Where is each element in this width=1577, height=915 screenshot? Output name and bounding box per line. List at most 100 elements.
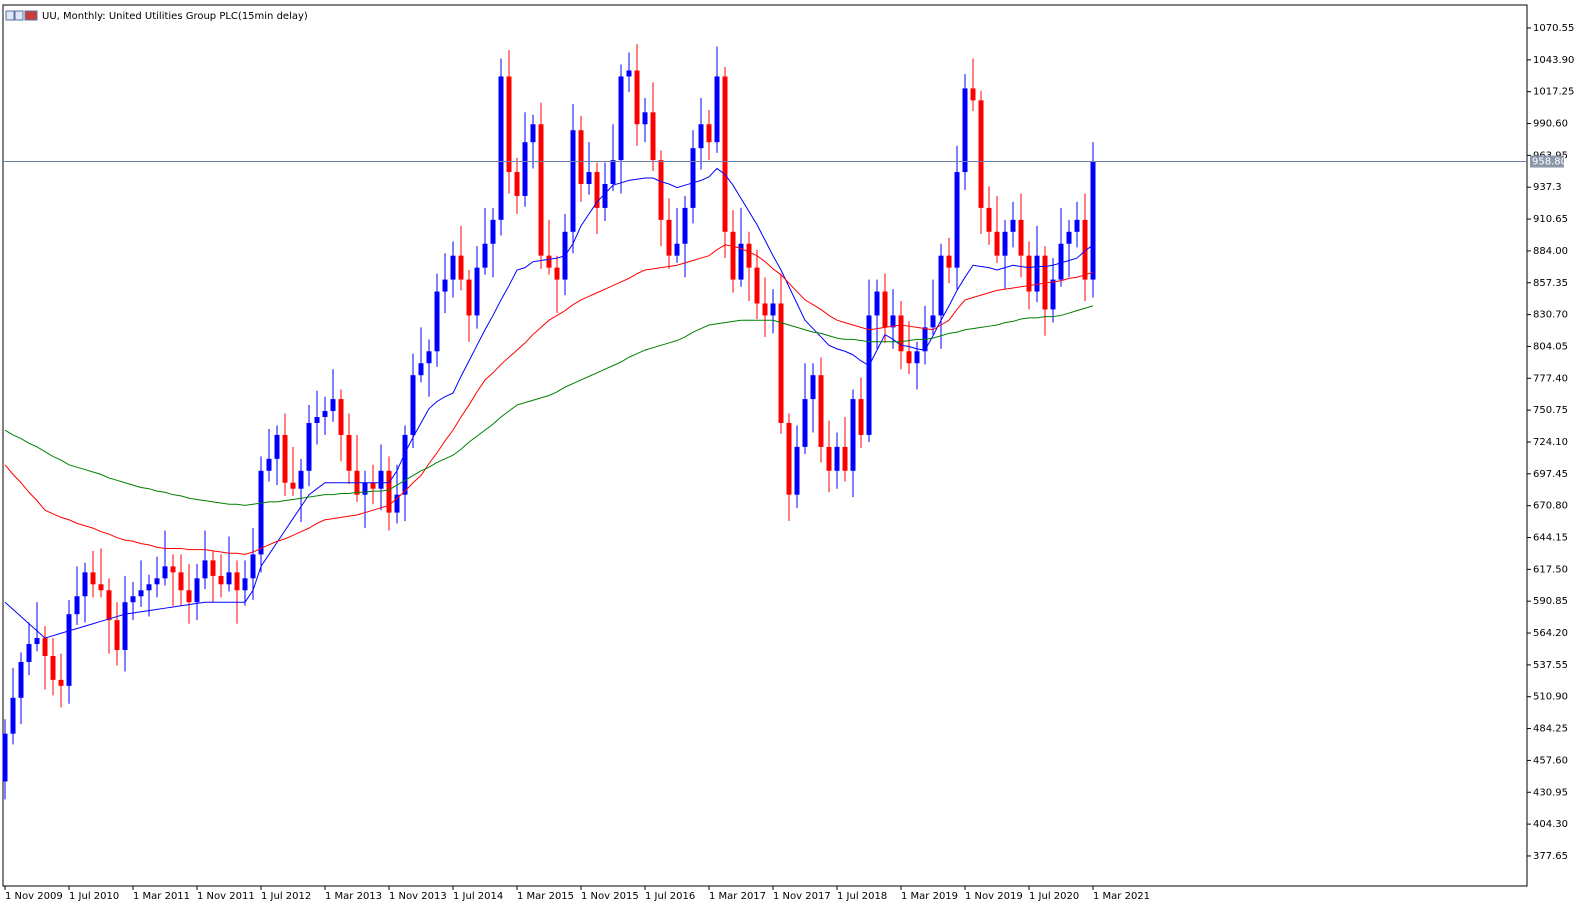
candle-body xyxy=(1034,255,1040,292)
candle-body xyxy=(90,572,96,585)
candle-body xyxy=(162,566,168,579)
candle-body xyxy=(842,446,848,471)
candle-body xyxy=(698,124,704,149)
candle-body xyxy=(626,70,632,77)
candle-body xyxy=(570,130,576,232)
candle-body xyxy=(546,255,552,268)
candle-body xyxy=(882,291,888,328)
y-tick-label: 724.10 xyxy=(1533,437,1568,448)
candle-body xyxy=(274,434,280,459)
candle-body xyxy=(1026,255,1032,292)
candle-body xyxy=(26,644,32,662)
candle-body xyxy=(1010,219,1016,232)
y-tick-label: 644.15 xyxy=(1533,533,1568,544)
candle-body xyxy=(770,303,776,316)
candle-body xyxy=(250,554,256,579)
candle-body xyxy=(306,422,312,471)
icon xyxy=(24,10,38,21)
candle-body xyxy=(1074,219,1080,232)
x-tick-label: 1 Jul 2014 xyxy=(453,891,503,902)
candle-body xyxy=(210,560,216,576)
candle-body xyxy=(978,100,984,208)
candle-body xyxy=(450,255,456,280)
candle-body xyxy=(514,172,520,196)
x-tick-label: 1 Mar 2021 xyxy=(1093,891,1150,902)
candle-body xyxy=(834,446,840,471)
x-tick-label: 1 Nov 2009 xyxy=(5,891,63,902)
icon xyxy=(5,10,15,21)
y-tick-label: 697.45 xyxy=(1533,469,1568,480)
candle-body xyxy=(890,315,896,328)
candle-body xyxy=(986,207,992,232)
candle-body xyxy=(802,399,808,447)
candle-body xyxy=(1018,219,1024,256)
candle-body xyxy=(122,602,128,651)
candle-body xyxy=(138,590,144,597)
candle-body xyxy=(1090,161,1096,280)
y-tick-label: 777.40 xyxy=(1533,373,1568,384)
y-tick-label: 617.50 xyxy=(1533,564,1568,575)
y-tick-label: 990.60 xyxy=(1533,119,1568,130)
candle-body xyxy=(10,697,16,734)
candle-body xyxy=(258,470,264,555)
y-tick-label: 670.80 xyxy=(1533,501,1568,512)
candle-body xyxy=(1058,243,1064,280)
candle-body xyxy=(794,446,800,495)
candle-body xyxy=(386,470,392,513)
candle-body xyxy=(522,142,528,196)
candle-body xyxy=(658,160,664,220)
candle-body xyxy=(226,572,232,585)
candle-body xyxy=(722,76,728,232)
candle-body xyxy=(634,70,640,125)
x-tick-label: 1 Nov 2017 xyxy=(773,891,831,902)
candle-body xyxy=(434,291,440,352)
y-tick-label: 484.25 xyxy=(1533,724,1568,735)
candle-body xyxy=(106,590,112,621)
y-tick-label: 564.20 xyxy=(1533,628,1568,639)
candle-body xyxy=(914,351,920,364)
x-tick-label: 1 Nov 2015 xyxy=(581,891,639,902)
candle-body xyxy=(34,638,40,645)
candle-body xyxy=(482,243,488,268)
candle-body xyxy=(42,638,48,656)
last-price-label: 958.80 xyxy=(1532,157,1567,168)
y-tick-label: 1017.25 xyxy=(1533,87,1574,98)
y-tick-label: 884.00 xyxy=(1533,246,1568,257)
candle-body xyxy=(946,255,952,268)
y-tick-label: 830.70 xyxy=(1533,310,1568,321)
candle-body xyxy=(98,584,104,591)
candle-body xyxy=(538,124,544,256)
moving-average xyxy=(4,305,1094,506)
candle-body xyxy=(610,160,616,184)
candle-body xyxy=(962,88,968,173)
y-tick-label: 404.30 xyxy=(1533,819,1568,830)
candle-body xyxy=(938,255,944,316)
candle-body xyxy=(1042,255,1048,310)
y-tick-label: 590.85 xyxy=(1533,596,1568,607)
y-tick-label: 1043.90 xyxy=(1533,55,1574,66)
candle-body xyxy=(530,124,536,143)
x-tick-label: 1 Mar 2011 xyxy=(133,891,190,902)
candle-body xyxy=(322,411,328,418)
candle-body xyxy=(130,596,136,603)
candle-body xyxy=(1050,279,1056,310)
candle-body xyxy=(346,434,352,471)
last-price-box xyxy=(1530,155,1564,168)
candle-body xyxy=(762,303,768,316)
candle-body xyxy=(778,303,784,423)
candle-body xyxy=(954,172,960,268)
y-tick-label: 1070.55 xyxy=(1533,23,1574,34)
candle-body xyxy=(194,578,200,603)
y-tick-label: 457.60 xyxy=(1533,755,1568,766)
candle-body xyxy=(114,620,120,651)
candle-body xyxy=(738,243,744,280)
candle-body xyxy=(218,575,224,585)
candle-body xyxy=(586,172,592,184)
candle-body xyxy=(298,470,304,489)
candle-body xyxy=(66,614,72,686)
candle-body xyxy=(338,399,344,435)
candle-body xyxy=(498,76,504,220)
x-tick-label: 1 Mar 2017 xyxy=(709,891,766,902)
y-tick-label: 750.75 xyxy=(1533,405,1568,416)
candle-body xyxy=(682,207,688,244)
